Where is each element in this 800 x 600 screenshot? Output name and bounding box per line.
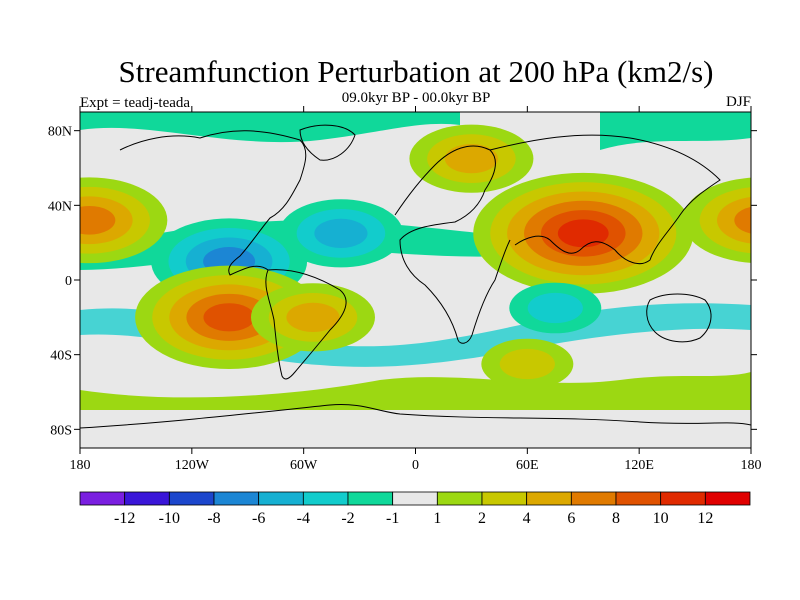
period-label: 09.0kyr BP - 00.0kyr BP bbox=[342, 90, 491, 106]
lat-tick-label: 0 bbox=[65, 274, 72, 289]
anomaly-atlantic-low bbox=[278, 199, 403, 268]
asia-coast bbox=[489, 134, 721, 265]
colorbar-swatch bbox=[615, 491, 662, 506]
lat-tick-label: 40N bbox=[48, 199, 72, 214]
anomaly-south-america-high bbox=[250, 283, 375, 352]
lat-tick-label: 80S bbox=[50, 423, 72, 438]
europe-africa-coast bbox=[394, 145, 511, 344]
anomaly-north-pacific-high bbox=[80, 177, 751, 264]
anomaly-europe-high bbox=[409, 124, 534, 193]
colorbar-label: 1 bbox=[433, 510, 441, 527]
anomaly-centers bbox=[80, 124, 751, 390]
north-america-coast bbox=[119, 130, 307, 276]
coastlines bbox=[80, 124, 751, 429]
colorbar-label: 6 bbox=[567, 510, 575, 527]
contour-level bbox=[527, 292, 583, 324]
south-america-coast bbox=[265, 269, 347, 380]
colorbar-label: 8 bbox=[612, 510, 620, 527]
contour-level bbox=[716, 196, 751, 244]
arctic-negative-band bbox=[80, 112, 460, 143]
colorbar-swatch bbox=[258, 491, 304, 506]
antarctica-coast bbox=[80, 403, 751, 429]
colorbar-swatch bbox=[436, 491, 483, 506]
greenland-coast bbox=[299, 124, 356, 161]
contour-level bbox=[203, 303, 255, 332]
colorbar-swatch bbox=[168, 491, 215, 506]
arctic-negative-band-east bbox=[600, 112, 751, 150]
lat-tick-label: 80N bbox=[48, 125, 72, 140]
contour-level bbox=[499, 348, 555, 380]
lon-tick-label: 120W bbox=[175, 458, 210, 473]
map-panel bbox=[79, 111, 752, 449]
anomaly-tibet-high bbox=[473, 172, 694, 294]
contour-level bbox=[734, 206, 751, 234]
anomaly-indian-ocean-low bbox=[509, 282, 602, 334]
colorbar-label: -12 bbox=[114, 510, 135, 527]
south-polar-negative-band bbox=[80, 418, 751, 448]
colorbar-swatch bbox=[79, 491, 126, 506]
colorbar-swatch bbox=[347, 491, 394, 506]
colorbar-label: 4 bbox=[523, 510, 531, 527]
contour-level bbox=[286, 302, 340, 332]
contour-level bbox=[314, 218, 368, 248]
colorbar-label: -10 bbox=[159, 510, 180, 527]
colorbar-label: 10 bbox=[653, 510, 669, 527]
lon-tick-label: 180 bbox=[70, 458, 91, 473]
colorbar-swatch bbox=[392, 491, 438, 506]
lon-tick-label: 120E bbox=[624, 458, 654, 473]
colorbar-swatch bbox=[213, 491, 260, 506]
colorbar-swatch bbox=[704, 491, 751, 506]
lon-tick-label: 180 bbox=[741, 458, 762, 473]
experiment-label: Expt = teadj-teada bbox=[80, 95, 190, 111]
colorbar-swatch bbox=[526, 491, 572, 506]
colorbar-label: -2 bbox=[341, 510, 354, 527]
contour-level bbox=[557, 219, 609, 248]
south-polar-positive-band bbox=[80, 372, 751, 410]
colorbar-label: -4 bbox=[297, 510, 310, 527]
colorbar-swatch bbox=[660, 491, 706, 506]
colorbar-label: 12 bbox=[697, 510, 713, 527]
colorbar-label: -1 bbox=[386, 510, 399, 527]
contour-level bbox=[80, 205, 116, 235]
colorbar-swatch bbox=[481, 491, 528, 506]
colorbar-swatch bbox=[570, 491, 617, 506]
anomaly-south-indian-high bbox=[481, 338, 574, 390]
lon-tick-label: 60E bbox=[516, 458, 539, 473]
colorbar-label: -8 bbox=[207, 510, 220, 527]
map-axes: 180 120W 60W 0 60E 120E 180 80N 40N 0 40S 80S bbox=[48, 106, 762, 473]
season-label: DJF bbox=[726, 94, 751, 110]
contour-level bbox=[444, 144, 498, 174]
lat-tick-label: 40S bbox=[50, 349, 72, 364]
australia-coast bbox=[646, 293, 712, 343]
colorbar-label: -6 bbox=[252, 510, 265, 527]
lon-tick-label: 0 bbox=[412, 458, 419, 473]
colorbar-label: 2 bbox=[478, 510, 486, 527]
colorbar-swatch bbox=[302, 491, 349, 506]
lon-tick-label: 60W bbox=[290, 458, 318, 473]
chart-title: Streamfunction Perturbation at 200 hPa (… bbox=[119, 54, 714, 89]
colorbar: -12 -10 -8 -6 -4 -2 -1 1 2 4 6 8 10 12 bbox=[79, 491, 751, 527]
colorbar-swatch bbox=[124, 491, 170, 506]
